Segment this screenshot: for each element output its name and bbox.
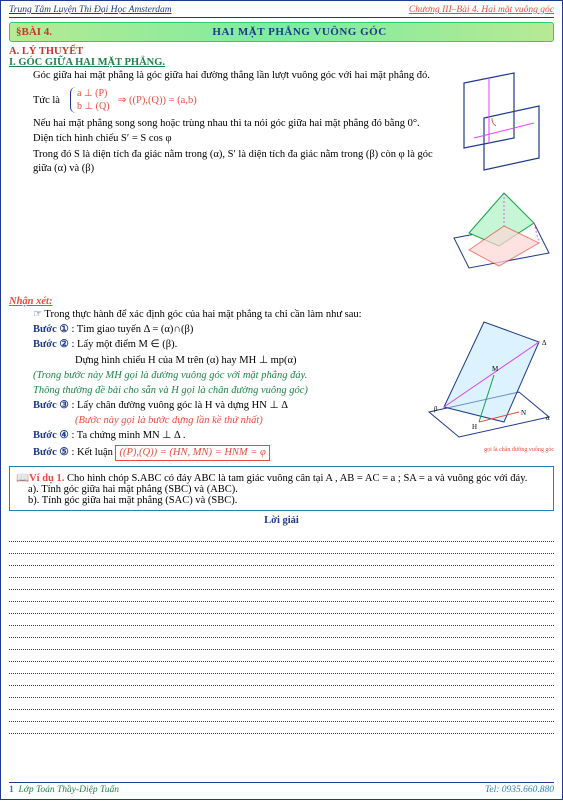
dotted-line: [9, 638, 554, 650]
page-container: Trung Tâm Luyện Thi Đại Học Amsterdam Ch…: [0, 0, 563, 800]
pointing-hand-icon: ☞: [33, 308, 42, 322]
footer-left: Lớp Toán Thầy-Diệp Tuấn: [19, 785, 120, 795]
dotted-line: [9, 650, 554, 662]
step-4: Bước ④ : Ta chứng minh MN ⊥ Δ .: [33, 429, 420, 443]
dotted-line: [9, 698, 554, 710]
header-left: Trung Tâm Luyện Thi Đại Học Amsterdam: [9, 5, 172, 15]
dotted-line: [9, 614, 554, 626]
step-5: Bước ⑤ : Kết luận ((P),(Q)) = (HN, MN) =…: [33, 445, 420, 461]
lesson-title: HAI MẶT PHẲNG VUÔNG GÓC: [52, 26, 547, 38]
dotted-line: [9, 578, 554, 590]
footer-left-group: 1 Lớp Toán Thầy-Diệp Tuấn: [9, 785, 119, 795]
dotted-line: [9, 530, 554, 542]
formula-row: Tức là a ⊥ (P) b ⊥ (Q) ⇒ ((P),(Q)) = (a,…: [33, 87, 440, 113]
step-2b: Dựng hình chiếu H của M trên (α) hay MH …: [33, 354, 420, 368]
section-I: I. GÓC GIỮA HAI MẶT PHẲNG.: [9, 57, 554, 68]
formula: a ⊥ (P) b ⊥ (Q) ⇒ ((P),(Q)) = (a,b): [70, 87, 197, 113]
note-green2: Thông thường đề bài cho sẵn và H gọi là …: [33, 384, 420, 398]
brace-icon: a ⊥ (P) b ⊥ (Q): [70, 87, 114, 113]
note-diagram-col: M H N Δ β α gọi là chân đường vuông góc: [424, 307, 554, 462]
note-intro: ☞Trong thực hành để xác định góc của hai…: [33, 308, 420, 322]
solution-heading: Lời giải: [9, 515, 554, 526]
brace-line2: b ⊥ (Q): [77, 100, 110, 113]
diagram-caption: gọi là chân đường vuông góc: [424, 447, 554, 453]
note-red-italic: (Bước này gọi là bước dựng lần kề thứ nh…: [33, 414, 420, 428]
example-stem: 📖Ví dụ 1. Cho hình chóp S.ABC có đáy ABC…: [16, 471, 547, 484]
dotted-line: [9, 674, 554, 686]
formula-imp: ⇒ ((P),(Q)) = (a,b): [118, 94, 197, 106]
section-A: A. LÝ THUYẾT: [9, 46, 554, 57]
page-number: 1: [9, 785, 14, 795]
dotted-line: [9, 686, 554, 698]
svg-text:H: H: [472, 423, 477, 431]
lesson-bar: §BÀI 4. HAI MẶT PHẲNG VUÔNG GÓC: [9, 22, 554, 42]
example-a: a). Tính góc giữa hai mặt phẳng (SBC) và…: [16, 484, 547, 495]
svg-text:α: α: [546, 414, 550, 422]
theory-p4: Trong đó S là diện tích đa giác nằm tron…: [33, 148, 440, 176]
lesson-label: §BÀI 4.: [16, 26, 52, 38]
dotted-line: [9, 566, 554, 578]
footer-row: 1 Lớp Toán Thầy-Diệp Tuấn Tel: 0935.660.…: [9, 782, 554, 795]
footer-right: Tel: 0935.660.880: [485, 785, 554, 795]
brace-line1: a ⊥ (P): [77, 87, 110, 100]
dotted-line: [9, 722, 554, 734]
example-b: b). Tính góc giữa hai mặt phẳng (SAC) và…: [16, 495, 547, 506]
answer-lines: [9, 530, 554, 734]
plane-diagram-1: [444, 68, 554, 178]
dotted-line: [9, 542, 554, 554]
dotted-line: [9, 710, 554, 722]
header-row: Trung Tâm Luyện Thi Đại Học Amsterdam Ch…: [9, 5, 554, 18]
dotted-line: [9, 662, 554, 674]
angle-diagram: M H N Δ β α: [424, 307, 554, 447]
example-label: Ví dụ 1.: [29, 473, 64, 484]
theory-p3: Diện tích hình chiếu S′ = S cos φ: [33, 132, 440, 146]
dotted-line: [9, 602, 554, 614]
dotted-line: [9, 626, 554, 638]
theory-text: Góc giữa hai mặt phẳng là góc giữa hai đ…: [9, 68, 440, 278]
theory-row: Góc giữa hai mặt phẳng là góc giữa hai đ…: [9, 68, 554, 278]
step-1: Bước ① : Tìm giao tuyến Δ = (α)∩(β): [33, 323, 420, 337]
header-right: Chương III–Bài 4. Hai mặt vuông góc: [409, 5, 554, 15]
diagram-col: [444, 68, 554, 278]
theory-p1: Góc giữa hai mặt phẳng là góc giữa hai đ…: [33, 69, 440, 83]
step-2: Bước ② : Lấy một điểm M ∈ (β).: [33, 338, 420, 352]
example-box: 📖Ví dụ 1. Cho hình chóp S.ABC có đáy ABC…: [9, 466, 554, 511]
theory-p2: Nếu hai mặt phẳng song song hoặc trùng n…: [33, 117, 440, 131]
svg-text:N: N: [521, 409, 526, 417]
note-row: ☞Trong thực hành để xác định góc của hai…: [9, 307, 554, 462]
note-text: ☞Trong thực hành để xác định góc của hai…: [9, 307, 420, 462]
conclusion-box: ((P),(Q)) = (HN, MN) = HNM = φ: [115, 445, 269, 461]
svg-text:β: β: [434, 405, 438, 413]
tucla-label: Tức là: [33, 95, 60, 106]
book-icon: 📖: [16, 473, 29, 484]
plane-diagram-2: [444, 178, 554, 278]
note-green1: (Trong bước này MH gọi là đường vuông gó…: [33, 369, 420, 383]
dotted-line: [9, 590, 554, 602]
step-3: Bước ③ : Lấy chân đường vuông góc là H v…: [33, 399, 420, 413]
svg-text:Δ: Δ: [542, 339, 547, 347]
dotted-line: [9, 554, 554, 566]
svg-text:M: M: [492, 365, 499, 373]
note-title: Nhận xét:: [9, 296, 554, 307]
